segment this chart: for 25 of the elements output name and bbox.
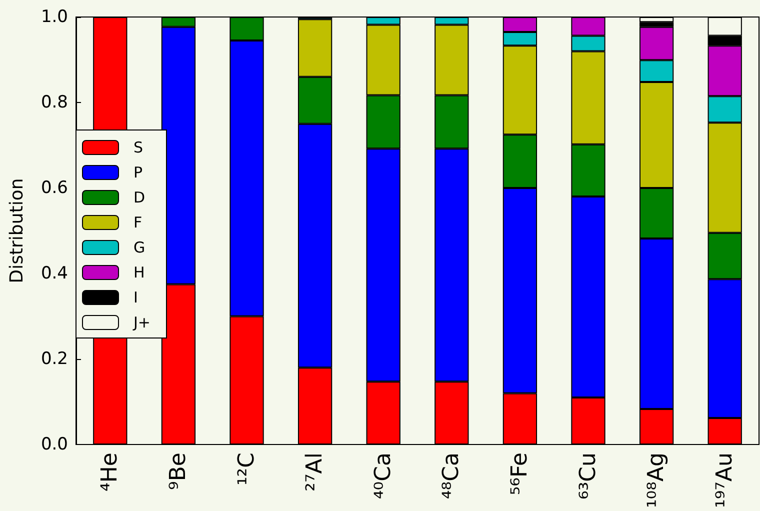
legend-label: P: [134, 164, 143, 182]
y-tick-label: 0.6: [40, 178, 68, 198]
x-tick-label: ⁵⁶Fe: [507, 452, 532, 496]
legend-label: H: [134, 264, 145, 282]
y-tick-label: 0.8: [40, 92, 68, 113]
x-tick-label: ¹⁹⁷Au: [712, 452, 738, 508]
x-tick-label: ¹²C: [234, 452, 260, 486]
x-tick-label: ²⁷Al: [302, 452, 328, 492]
legend-label: S: [134, 138, 144, 156]
x-tick-label: ⁴⁰Ca: [370, 452, 396, 500]
legend-label: D: [134, 188, 146, 206]
y-axis-title: Distribution: [6, 178, 28, 284]
x-tick-label: ⁹Be: [166, 452, 191, 490]
legend-label: I: [134, 288, 138, 306]
y-tick-label: 0.4: [40, 264, 68, 284]
y-tick-label: 0.2: [40, 349, 68, 370]
legend-label: G: [134, 238, 146, 256]
x-tick-label: ⁶³Cu: [576, 452, 601, 500]
y-tick-label: 0.0: [40, 434, 68, 455]
x-tick-label: ⁴⁸Ca: [439, 452, 464, 500]
legend-label: F: [134, 214, 142, 232]
y-tick-label: 1.0: [40, 7, 68, 27]
legend-label: J+: [132, 314, 150, 332]
x-tick-label: ⁴He: [98, 452, 123, 492]
x-tick-label: ¹⁰⁸Ag: [644, 452, 670, 508]
